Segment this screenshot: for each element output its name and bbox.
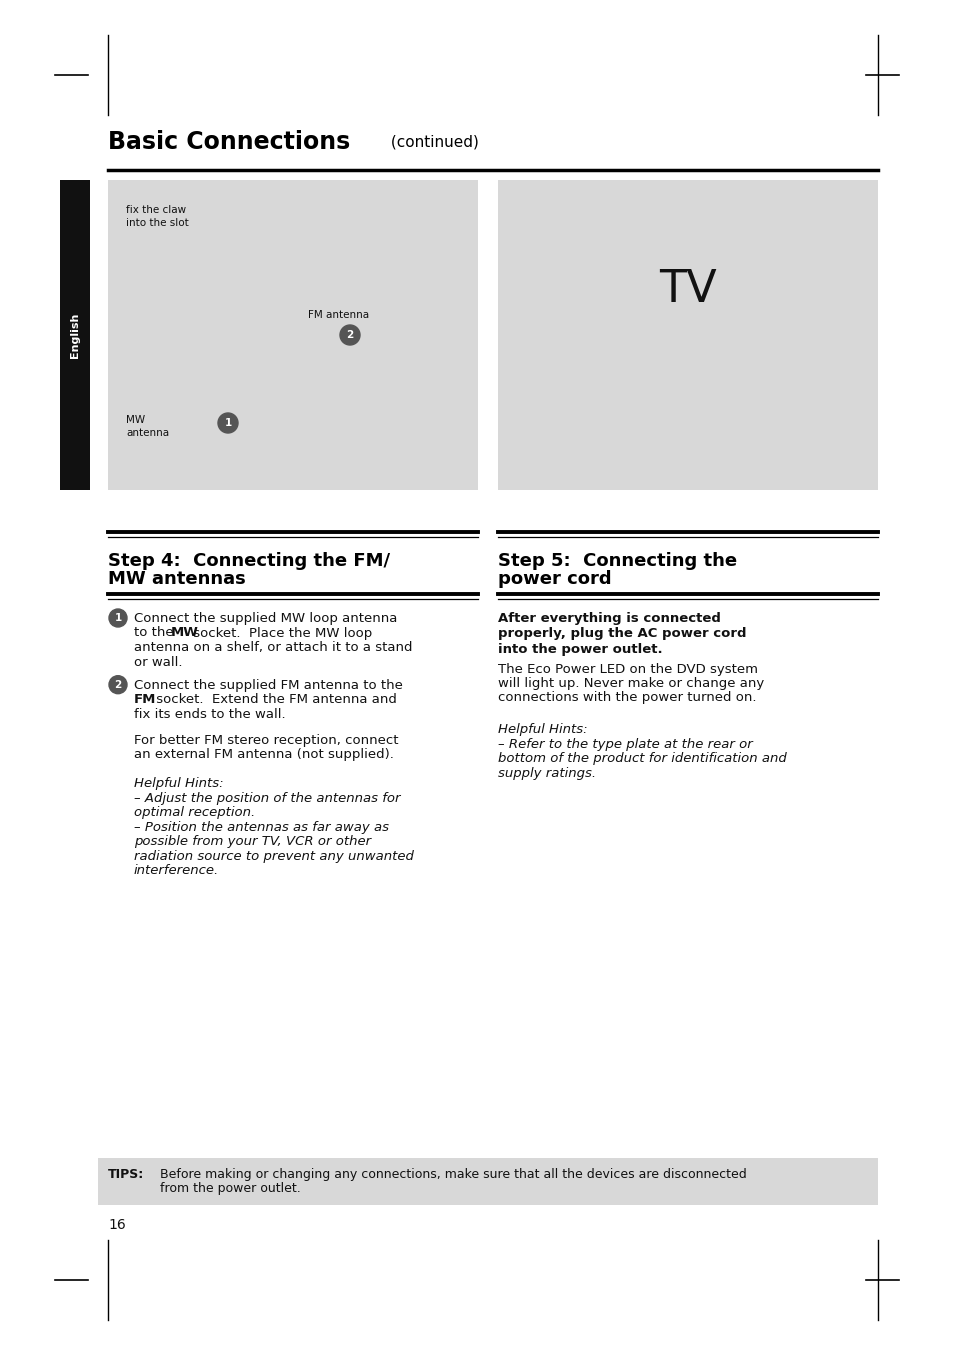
- Text: TV: TV: [659, 268, 716, 311]
- Circle shape: [339, 325, 359, 345]
- Text: Helpful Hints:: Helpful Hints:: [497, 723, 587, 737]
- Text: from the power outlet.: from the power outlet.: [160, 1183, 300, 1195]
- Circle shape: [109, 609, 127, 626]
- Text: MW: MW: [126, 415, 145, 426]
- Text: Helpful Hints:: Helpful Hints:: [133, 777, 223, 791]
- Text: power cord: power cord: [497, 570, 611, 589]
- Bar: [60, 180, 90, 490]
- Text: possible from your TV, VCR or other: possible from your TV, VCR or other: [133, 835, 371, 849]
- Text: TIPS:: TIPS:: [108, 1168, 144, 1181]
- Text: FM: FM: [133, 694, 156, 706]
- Text: Step 4:  Connecting the FM/: Step 4: Connecting the FM/: [108, 552, 390, 570]
- Text: 2: 2: [346, 330, 354, 339]
- Bar: [98, 1158, 877, 1206]
- Text: Connect the supplied MW loop antenna: Connect the supplied MW loop antenna: [133, 612, 397, 625]
- Text: properly, plug the AC power cord: properly, plug the AC power cord: [497, 628, 745, 641]
- Circle shape: [109, 676, 127, 694]
- Text: After everything is connected: After everything is connected: [497, 612, 720, 625]
- Text: Basic Connections: Basic Connections: [108, 131, 350, 154]
- Text: bottom of the product for identification and: bottom of the product for identification…: [497, 753, 786, 765]
- Text: optimal reception.: optimal reception.: [133, 807, 255, 819]
- Text: MW antennas: MW antennas: [108, 570, 246, 589]
- Text: supply ratings.: supply ratings.: [497, 766, 596, 780]
- Text: The Eco Power LED on the DVD system: The Eco Power LED on the DVD system: [497, 663, 758, 675]
- Text: into the slot: into the slot: [126, 218, 189, 228]
- Text: antenna: antenna: [126, 428, 169, 438]
- Text: 16: 16: [108, 1218, 126, 1233]
- Text: or wall.: or wall.: [133, 656, 182, 668]
- Text: antenna on a shelf, or attach it to a stand: antenna on a shelf, or attach it to a st…: [133, 641, 412, 655]
- Text: connections with the power turned on.: connections with the power turned on.: [497, 691, 756, 704]
- Text: (continued): (continued): [386, 135, 478, 150]
- Text: For better FM stereo reception, connect: For better FM stereo reception, connect: [133, 734, 398, 746]
- Text: fix its ends to the wall.: fix its ends to the wall.: [133, 707, 285, 721]
- Bar: [108, 180, 477, 490]
- Text: fix the claw: fix the claw: [126, 205, 186, 216]
- Text: interference.: interference.: [133, 865, 219, 877]
- Text: – Adjust the position of the antennas for: – Adjust the position of the antennas fo…: [133, 792, 400, 804]
- Text: Connect the supplied FM antenna to the: Connect the supplied FM antenna to the: [133, 679, 402, 692]
- Text: Step 5:  Connecting the: Step 5: Connecting the: [497, 552, 737, 570]
- Text: to the: to the: [133, 626, 177, 640]
- Text: radiation source to prevent any unwanted: radiation source to prevent any unwanted: [133, 850, 414, 863]
- Text: MW: MW: [171, 626, 198, 640]
- Text: 1: 1: [224, 418, 232, 428]
- Bar: [497, 180, 877, 490]
- Text: Before making or changing any connections, make sure that all the devices are di: Before making or changing any connection…: [160, 1168, 746, 1181]
- Text: 2: 2: [114, 680, 121, 690]
- Text: socket.  Extend the FM antenna and: socket. Extend the FM antenna and: [152, 694, 396, 706]
- Text: FM antenna: FM antenna: [308, 310, 369, 321]
- Text: 1: 1: [114, 613, 121, 624]
- Text: will light up. Never make or change any: will light up. Never make or change any: [497, 678, 763, 690]
- Text: socket.  Place the MW loop: socket. Place the MW loop: [189, 626, 372, 640]
- Text: English: English: [70, 313, 80, 358]
- Text: – Refer to the type plate at the rear or: – Refer to the type plate at the rear or: [497, 738, 752, 750]
- Text: – Position the antennas as far away as: – Position the antennas as far away as: [133, 820, 389, 834]
- Text: an external FM antenna (not supplied).: an external FM antenna (not supplied).: [133, 749, 394, 761]
- Text: into the power outlet.: into the power outlet.: [497, 643, 662, 656]
- Circle shape: [218, 414, 237, 432]
